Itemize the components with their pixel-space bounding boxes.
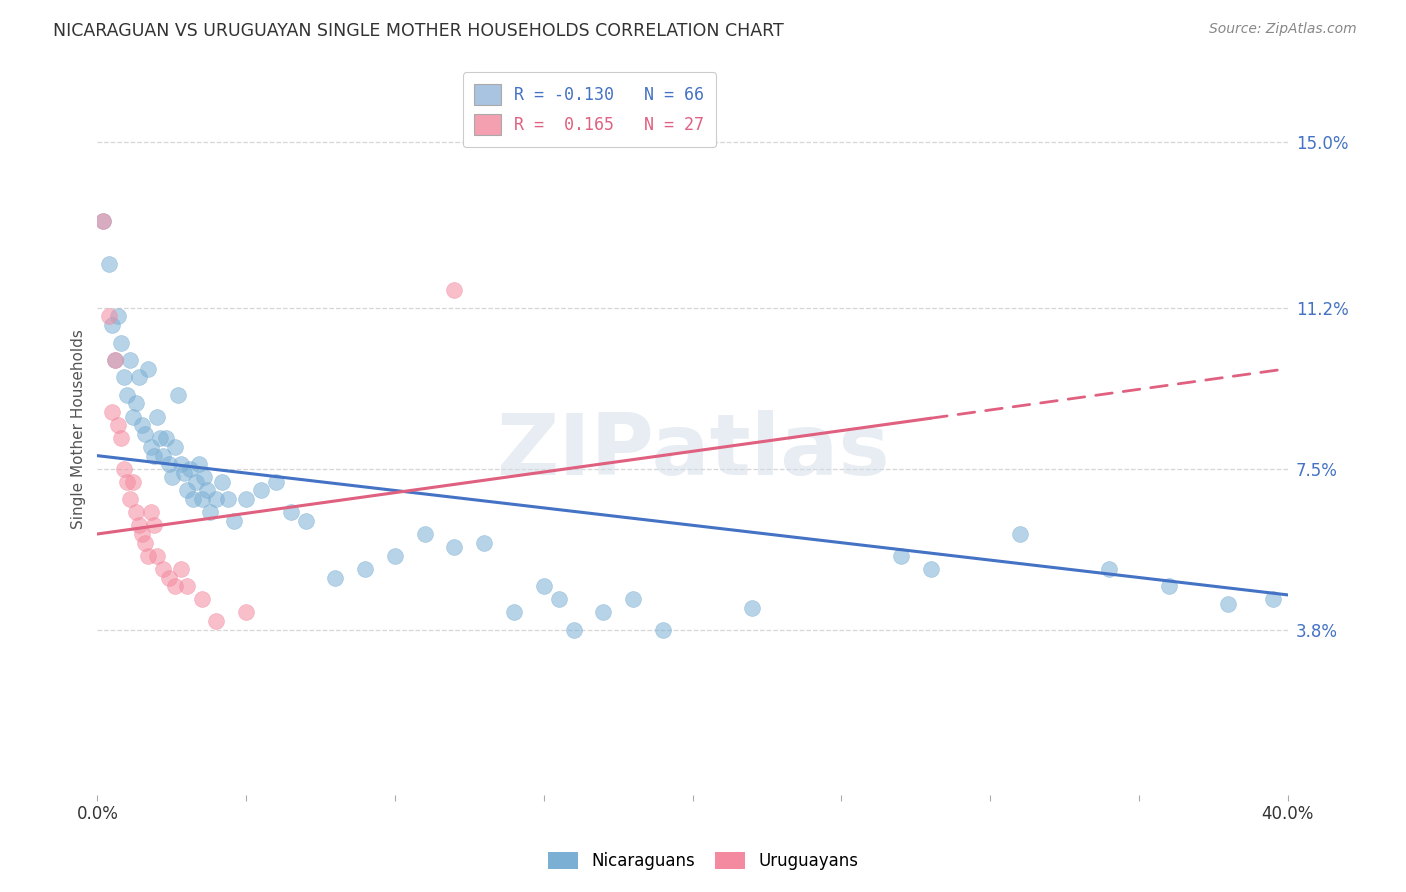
Point xyxy=(104,353,127,368)
Text: ZIPatlas: ZIPatlas xyxy=(496,410,890,493)
Point xyxy=(163,440,186,454)
Point xyxy=(112,370,135,384)
Point xyxy=(146,549,169,563)
Point xyxy=(250,483,273,498)
Point xyxy=(264,475,287,489)
Point xyxy=(294,514,316,528)
Point xyxy=(104,353,127,368)
Point xyxy=(101,318,124,332)
Point xyxy=(157,570,180,584)
Point xyxy=(136,549,159,563)
Point xyxy=(741,601,763,615)
Point xyxy=(547,592,569,607)
Point xyxy=(160,470,183,484)
Point xyxy=(235,605,257,619)
Point xyxy=(184,475,207,489)
Point xyxy=(1157,579,1180,593)
Point xyxy=(190,592,212,607)
Point xyxy=(621,592,644,607)
Point xyxy=(101,405,124,419)
Point xyxy=(651,623,673,637)
Point xyxy=(146,409,169,424)
Point xyxy=(125,505,148,519)
Point xyxy=(134,535,156,549)
Point xyxy=(131,527,153,541)
Point xyxy=(91,213,114,227)
Legend: R = -0.130   N = 66, R =  0.165   N = 27: R = -0.130 N = 66, R = 0.165 N = 27 xyxy=(463,72,716,147)
Point xyxy=(205,614,228,628)
Point xyxy=(115,475,138,489)
Text: Source: ZipAtlas.com: Source: ZipAtlas.com xyxy=(1209,22,1357,37)
Point xyxy=(197,483,219,498)
Point xyxy=(200,505,222,519)
Point xyxy=(235,492,257,507)
Point xyxy=(193,470,215,484)
Point xyxy=(152,449,174,463)
Point xyxy=(181,492,204,507)
Point xyxy=(122,409,145,424)
Point xyxy=(152,562,174,576)
Point xyxy=(443,283,465,297)
Point xyxy=(224,514,246,528)
Point xyxy=(110,431,132,445)
Point xyxy=(91,213,114,227)
Point xyxy=(187,458,209,472)
Legend: Nicaraguans, Uruguayans: Nicaraguans, Uruguayans xyxy=(541,845,865,877)
Point xyxy=(125,396,148,410)
Text: NICARAGUAN VS URUGUAYAN SINGLE MOTHER HOUSEHOLDS CORRELATION CHART: NICARAGUAN VS URUGUAYAN SINGLE MOTHER HO… xyxy=(53,22,785,40)
Point xyxy=(128,518,150,533)
Point xyxy=(413,527,436,541)
Point xyxy=(190,492,212,507)
Point xyxy=(205,492,228,507)
Point xyxy=(176,579,198,593)
Point xyxy=(472,535,495,549)
Point xyxy=(110,335,132,350)
Point xyxy=(139,505,162,519)
Point xyxy=(128,370,150,384)
Point xyxy=(176,483,198,498)
Point xyxy=(163,579,186,593)
Point xyxy=(173,466,195,480)
Point xyxy=(1008,527,1031,541)
Point xyxy=(136,361,159,376)
Point xyxy=(107,418,129,433)
Point xyxy=(354,562,377,576)
Point xyxy=(142,449,165,463)
Point xyxy=(503,605,526,619)
Point xyxy=(443,540,465,554)
Point xyxy=(139,440,162,454)
Point xyxy=(384,549,406,563)
Point xyxy=(890,549,912,563)
Point xyxy=(122,475,145,489)
Point xyxy=(120,353,142,368)
Point xyxy=(157,458,180,472)
Point xyxy=(592,605,614,619)
Point xyxy=(112,461,135,475)
Point xyxy=(1218,597,1240,611)
Point xyxy=(115,388,138,402)
Point xyxy=(155,431,177,445)
Point xyxy=(120,492,142,507)
Point xyxy=(131,418,153,433)
Point xyxy=(98,310,121,324)
Point xyxy=(533,579,555,593)
Point xyxy=(134,426,156,441)
Point xyxy=(149,431,172,445)
Point xyxy=(280,505,302,519)
Point xyxy=(107,310,129,324)
Point xyxy=(1098,562,1121,576)
Point xyxy=(211,475,233,489)
Y-axis label: Single Mother Households: Single Mother Households xyxy=(72,330,86,530)
Point xyxy=(170,562,193,576)
Point xyxy=(170,458,193,472)
Point xyxy=(325,570,347,584)
Point xyxy=(217,492,239,507)
Point xyxy=(562,623,585,637)
Point xyxy=(1261,592,1284,607)
Point xyxy=(920,562,942,576)
Point xyxy=(166,388,188,402)
Point xyxy=(98,257,121,271)
Point xyxy=(179,461,201,475)
Point xyxy=(142,518,165,533)
